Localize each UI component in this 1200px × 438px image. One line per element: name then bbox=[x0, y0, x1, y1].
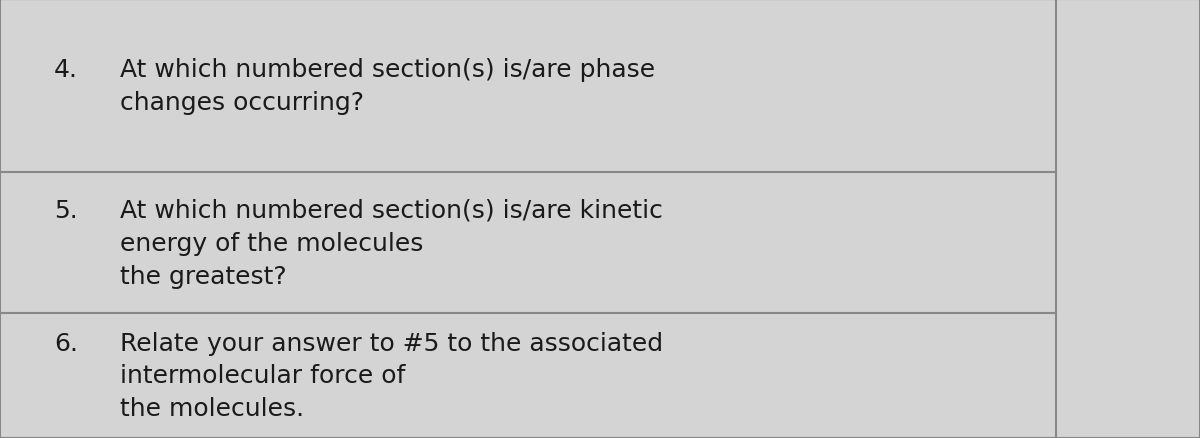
Text: changes occurring?: changes occurring? bbox=[120, 91, 364, 115]
Text: intermolecular force of: intermolecular force of bbox=[120, 364, 406, 388]
Text: At which numbered section(s) is/are kinetic: At which numbered section(s) is/are kine… bbox=[120, 198, 662, 222]
Text: Relate your answer to #5 to the associated: Relate your answer to #5 to the associat… bbox=[120, 331, 664, 355]
Text: 6.: 6. bbox=[54, 331, 78, 355]
Text: 4.: 4. bbox=[54, 58, 78, 82]
Text: At which numbered section(s) is/are phase: At which numbered section(s) is/are phas… bbox=[120, 58, 655, 82]
Text: the greatest?: the greatest? bbox=[120, 264, 287, 288]
Text: 5.: 5. bbox=[54, 198, 78, 222]
Text: energy of the molecules: energy of the molecules bbox=[120, 231, 424, 255]
Text: the molecules.: the molecules. bbox=[120, 396, 304, 420]
